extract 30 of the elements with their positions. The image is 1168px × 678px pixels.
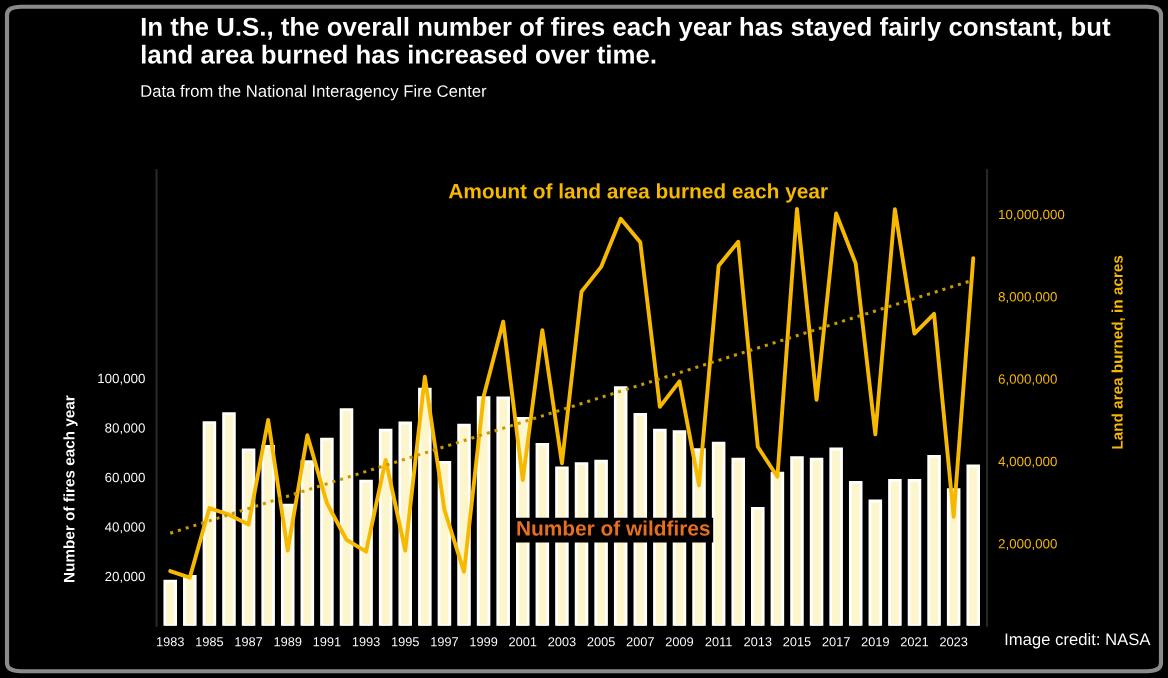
bar <box>222 412 236 626</box>
bar <box>809 457 824 626</box>
bar <box>888 479 902 626</box>
bar <box>848 481 863 626</box>
bar <box>261 444 275 626</box>
bar <box>202 421 217 626</box>
line-series <box>168 206 976 580</box>
bar <box>927 455 941 626</box>
series-label: Number of wildfires <box>517 520 710 536</box>
bar <box>731 457 745 626</box>
bar <box>183 574 197 626</box>
bar <box>711 441 726 626</box>
bar <box>751 507 765 626</box>
bar <box>966 464 981 626</box>
bar <box>868 499 883 626</box>
series-label: Amount of land area burned each year <box>448 183 828 203</box>
bar <box>339 408 354 626</box>
bar <box>790 456 804 626</box>
chart-subtitle: Data from the National Interagency Fire Center <box>141 84 487 101</box>
chart-title: In the U.S., the overall number of fires each year has stayed fairly constant, but land area burned has increased over time. <box>141 16 1111 64</box>
bar <box>300 460 315 626</box>
bar <box>829 447 843 626</box>
bar <box>770 471 785 626</box>
bar <box>320 437 334 626</box>
bar <box>359 479 373 626</box>
bar <box>418 387 432 626</box>
text: Image credit: NASA <box>1005 632 1151 649</box>
bar <box>163 579 177 626</box>
bar <box>907 479 922 626</box>
bar <box>496 396 510 626</box>
